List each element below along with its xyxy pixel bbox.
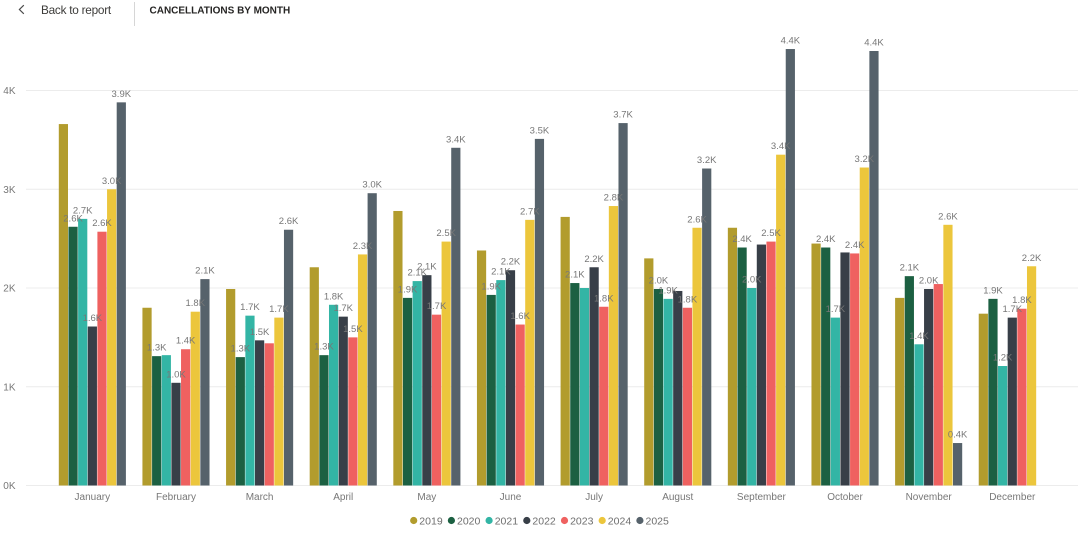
- svg-text:2.6K: 2.6K: [687, 214, 707, 225]
- svg-text:2022: 2022: [532, 515, 556, 527]
- svg-text:October: October: [827, 492, 863, 503]
- svg-text:4.4K: 4.4K: [781, 36, 801, 47]
- svg-text:1.3K: 1.3K: [147, 343, 167, 354]
- svg-text:2.5K: 2.5K: [436, 228, 456, 239]
- svg-text:May: May: [417, 492, 436, 503]
- svg-text:2.8K: 2.8K: [604, 193, 624, 204]
- svg-text:1.8K: 1.8K: [594, 293, 614, 304]
- svg-text:3.9K: 3.9K: [112, 89, 132, 100]
- svg-text:2.6K: 2.6K: [938, 211, 958, 222]
- svg-text:4K: 4K: [3, 86, 16, 97]
- svg-text:2.7K: 2.7K: [73, 205, 93, 216]
- svg-text:Back to report: Back to report: [41, 3, 112, 17]
- svg-text:2.7K: 2.7K: [520, 206, 540, 217]
- svg-text:2.6K: 2.6K: [63, 213, 83, 224]
- svg-text:1.7K: 1.7K: [1003, 304, 1023, 315]
- svg-text:3.4K: 3.4K: [771, 141, 791, 152]
- svg-text:3.5K: 3.5K: [530, 125, 550, 136]
- svg-text:3.2K: 3.2K: [855, 154, 875, 165]
- svg-text:1.7K: 1.7K: [240, 302, 260, 313]
- svg-text:September: September: [737, 492, 787, 503]
- svg-text:1.9K: 1.9K: [398, 284, 418, 295]
- svg-text:January: January: [75, 492, 111, 503]
- svg-text:1.5K: 1.5K: [250, 327, 270, 338]
- svg-text:1.4K: 1.4K: [176, 336, 196, 347]
- svg-text:0K: 0K: [3, 481, 16, 492]
- svg-text:1.3K: 1.3K: [314, 342, 334, 353]
- svg-text:1.5K: 1.5K: [343, 324, 363, 335]
- svg-text:1.7K: 1.7K: [333, 303, 353, 314]
- svg-text:2.4K: 2.4K: [845, 240, 865, 251]
- svg-text:1.3K: 1.3K: [231, 344, 251, 355]
- svg-text:0.4K: 0.4K: [948, 430, 968, 441]
- svg-text:February: February: [156, 492, 196, 503]
- svg-text:1.8K: 1.8K: [186, 298, 206, 309]
- svg-text:CANCELLATIONS BY MONTH: CANCELLATIONS BY MONTH: [150, 6, 291, 17]
- svg-text:2.1K: 2.1K: [417, 262, 437, 273]
- svg-text:1.9K: 1.9K: [983, 285, 1003, 296]
- svg-text:2.2K: 2.2K: [501, 257, 521, 268]
- svg-text:2.6K: 2.6K: [279, 216, 299, 227]
- svg-text:2.4K: 2.4K: [732, 234, 752, 245]
- svg-text:3.0K: 3.0K: [362, 180, 382, 191]
- svg-text:2K: 2K: [3, 284, 16, 295]
- svg-text:2019: 2019: [419, 515, 443, 527]
- svg-text:July: July: [585, 492, 603, 503]
- svg-text:1.8K: 1.8K: [1012, 295, 1032, 306]
- svg-text:1.6K: 1.6K: [510, 311, 530, 322]
- svg-text:2.2K: 2.2K: [1022, 253, 1042, 264]
- svg-text:3K: 3K: [3, 185, 16, 196]
- svg-text:2020: 2020: [457, 515, 481, 527]
- svg-text:2.1K: 2.1K: [900, 263, 920, 274]
- svg-text:2.0K: 2.0K: [649, 275, 669, 286]
- svg-text:2.6K: 2.6K: [92, 218, 112, 229]
- svg-text:2.2K: 2.2K: [584, 254, 604, 265]
- svg-text:2.1K: 2.1K: [195, 266, 215, 277]
- svg-text:1.7K: 1.7K: [427, 301, 447, 312]
- svg-text:1.9K: 1.9K: [481, 281, 501, 292]
- svg-text:2.3K: 2.3K: [353, 241, 373, 252]
- svg-text:2.1K: 2.1K: [407, 268, 427, 279]
- svg-text:March: March: [246, 492, 274, 503]
- svg-text:1.7K: 1.7K: [826, 304, 846, 315]
- svg-text:2024: 2024: [608, 515, 632, 527]
- svg-text:3.0K: 3.0K: [102, 176, 122, 187]
- svg-text:3.7K: 3.7K: [613, 110, 633, 121]
- svg-text:1K: 1K: [3, 382, 16, 393]
- svg-text:1.0K: 1.0K: [166, 369, 186, 380]
- svg-text:2023: 2023: [570, 515, 594, 527]
- svg-text:2.0K: 2.0K: [919, 275, 939, 286]
- svg-text:1.7K: 1.7K: [269, 304, 289, 315]
- svg-text:4.4K: 4.4K: [864, 38, 884, 49]
- svg-text:June: June: [500, 492, 522, 503]
- svg-text:2025: 2025: [646, 515, 670, 527]
- svg-text:2.0K: 2.0K: [742, 275, 762, 286]
- svg-text:2.1K: 2.1K: [491, 267, 511, 278]
- svg-text:3.4K: 3.4K: [446, 134, 466, 145]
- svg-text:1.9K: 1.9K: [658, 285, 678, 296]
- svg-text:1.2K: 1.2K: [993, 353, 1013, 364]
- svg-text:November: November: [906, 492, 953, 503]
- svg-text:1.4K: 1.4K: [909, 331, 929, 342]
- svg-text:3.2K: 3.2K: [697, 155, 717, 166]
- svg-text:2021: 2021: [495, 515, 519, 527]
- svg-text:April: April: [333, 492, 353, 503]
- svg-text:1.8K: 1.8K: [678, 294, 698, 305]
- svg-text:2.4K: 2.4K: [816, 234, 836, 245]
- svg-text:August: August: [662, 492, 693, 503]
- svg-text:1.6K: 1.6K: [83, 313, 103, 324]
- svg-text:1.8K: 1.8K: [324, 291, 344, 302]
- svg-text:2.1K: 2.1K: [565, 270, 585, 281]
- svg-text:December: December: [989, 492, 1036, 503]
- svg-text:2.5K: 2.5K: [761, 228, 781, 239]
